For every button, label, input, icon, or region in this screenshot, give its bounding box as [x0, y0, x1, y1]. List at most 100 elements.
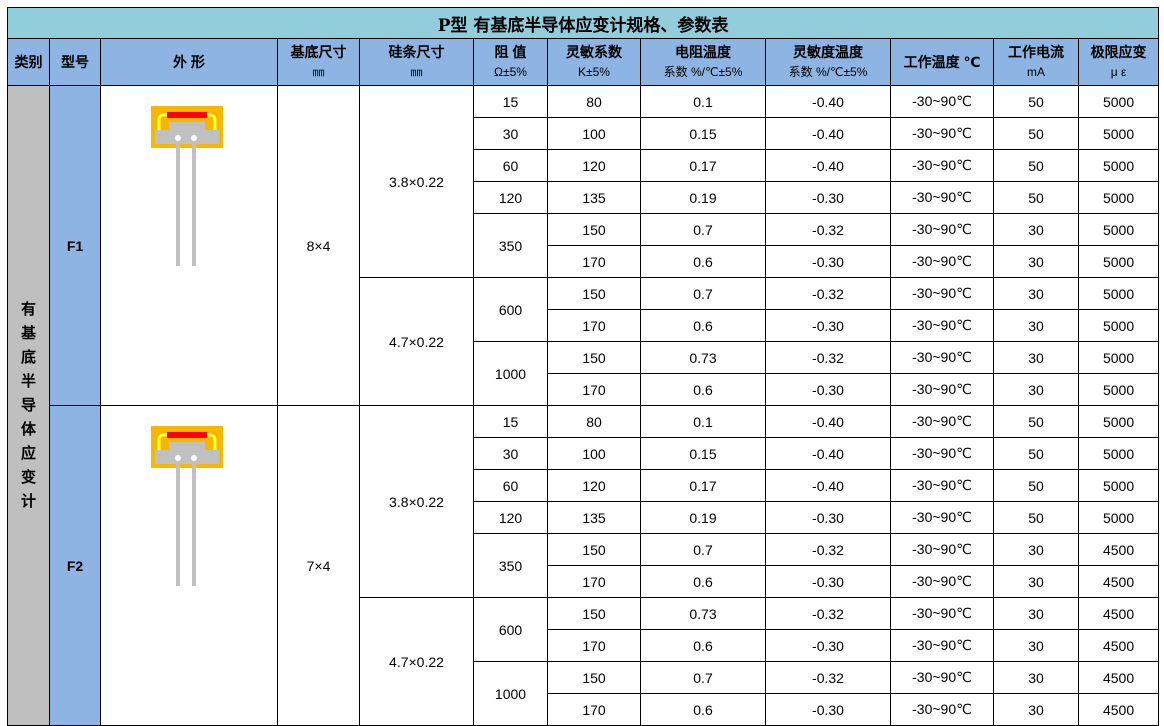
max-strain: 5000 — [1077, 437, 1160, 470]
resistance-temp-coeff: 0.6 — [640, 245, 766, 278]
working-temperature: -30~90℃ — [890, 245, 994, 278]
working-temperature: -30~90℃ — [890, 213, 994, 246]
max-strain: 5000 — [1077, 117, 1160, 150]
resistance-temp-coeff: 0.15 — [640, 117, 766, 150]
gauge-image — [100, 405, 278, 726]
working-temperature: -30~90℃ — [890, 309, 994, 342]
resistance-temp-coeff: 0.6 — [640, 629, 766, 662]
max-strain: 5000 — [1077, 469, 1160, 502]
column-header: 型号 — [49, 38, 101, 86]
header-label: 工作电流 — [1008, 44, 1064, 60]
resistance: 60 — [473, 469, 548, 502]
resistance: 120 — [473, 181, 548, 214]
max-strain: 5000 — [1077, 85, 1160, 118]
header-label: 类别 — [14, 54, 43, 70]
model-cell: F1 — [49, 85, 101, 406]
working-current: 30 — [993, 629, 1079, 662]
max-strain: 5000 — [1077, 501, 1160, 534]
header-label: 灵敏度温度 — [793, 44, 863, 60]
sensitivity-temp-coeff: -0.40 — [765, 469, 891, 502]
resistance: 350 — [473, 533, 548, 598]
header-unit: 系数 %/℃±5% — [663, 65, 743, 79]
working-current: 30 — [993, 533, 1079, 566]
max-strain: 5000 — [1077, 149, 1160, 182]
category-label: 有基底 半导体应变计 — [20, 300, 36, 510]
table-row: 350 150 0.7 -0.32 -30~90℃ 30 4500 — [8, 533, 1160, 598]
resistance: 350 — [473, 213, 548, 278]
header-unit: K±5% — [578, 65, 610, 79]
table-row: 60 120 0.17 -0.40 -30~90℃ 50 5000 — [8, 149, 1160, 182]
max-strain: 4500 — [1077, 661, 1160, 694]
gauge-factor: 150 — [547, 213, 641, 246]
header-label: 电阻温度 — [675, 44, 731, 60]
max-strain: 5000 — [1077, 341, 1160, 374]
sensitivity-temp-coeff: -0.30 — [765, 181, 891, 214]
header-label: 阻 值 — [494, 44, 527, 60]
working-temperature: -30~90℃ — [890, 373, 994, 406]
resistance-temp-coeff: 0.17 — [640, 469, 766, 502]
table-row: F2 7×4 3.8×0.22 15 80 0.1 -0.40 -30~90℃ 50 5000 — [8, 405, 1160, 726]
column-header: 极限应变 μ ε — [1077, 38, 1160, 86]
gauge-factor: 150 — [547, 661, 641, 694]
resistance-temp-coeff: 0.1 — [640, 405, 766, 438]
header-label: 硅条尺寸 — [388, 44, 445, 60]
gauge-factor: 170 — [547, 629, 641, 662]
table-row: 170 0.6 -0.30 -30~90℃ 30 4500 — [8, 629, 1160, 662]
gauge-factor: 150 — [547, 597, 641, 630]
resistance-temp-coeff: 0.19 — [640, 181, 766, 214]
working-current: 30 — [993, 597, 1079, 630]
resistance: 1000 — [473, 341, 548, 406]
working-current: 50 — [993, 85, 1079, 118]
max-strain: 4500 — [1077, 565, 1160, 598]
header-label: 灵敏系数 — [566, 44, 622, 60]
max-strain: 5000 — [1077, 213, 1160, 246]
sensitivity-temp-coeff: -0.30 — [765, 309, 891, 342]
working-current: 30 — [993, 373, 1079, 406]
max-strain: 4500 — [1077, 629, 1160, 662]
max-strain: 5000 — [1077, 309, 1160, 342]
gauge-factor: 80 — [547, 85, 641, 118]
table-row: 120 135 0.19 -0.30 -30~90℃ 50 5000 — [8, 501, 1160, 534]
resistance-temp-coeff: 0.1 — [640, 85, 766, 118]
working-temperature: -30~90℃ — [890, 181, 994, 214]
table-row: 30 100 0.15 -0.40 -30~90℃ 50 5000 — [8, 437, 1160, 470]
strip-size: 3.8×0.22 — [359, 405, 474, 598]
sensitivity-temp-coeff: -0.30 — [765, 245, 891, 278]
gauge-factor: 120 — [547, 149, 641, 182]
gauge-factor: 170 — [547, 309, 641, 342]
working-temperature: -30~90℃ — [890, 341, 994, 374]
resistance-temp-coeff: 0.6 — [640, 565, 766, 598]
resistance-temp-coeff: 0.7 — [640, 213, 766, 246]
resistance-temp-coeff: 0.15 — [640, 437, 766, 470]
gauge-factor: 150 — [547, 533, 641, 566]
working-temperature: -30~90℃ — [890, 533, 994, 566]
working-current: 30 — [993, 213, 1079, 246]
column-header: 灵敏度温度 系数 %/℃±5% — [765, 38, 891, 86]
gauge-factor: 150 — [547, 341, 641, 374]
working-current: 50 — [993, 501, 1079, 534]
column-header: 工作电流 mA — [993, 38, 1079, 86]
resistance-temp-coeff: 0.19 — [640, 501, 766, 534]
gauge-factor: 170 — [547, 565, 641, 598]
max-strain: 5000 — [1077, 277, 1160, 310]
gauge-factor: 80 — [547, 405, 641, 438]
working-temperature: -30~90℃ — [890, 117, 994, 150]
working-temperature: -30~90℃ — [890, 565, 994, 598]
table-row: 170 0.6 -0.30 -30~90℃ 30 5000 — [8, 373, 1160, 406]
table-row: 350 150 0.7 -0.32 -30~90℃ 30 5000 — [8, 213, 1160, 278]
header-unit: ㎜ — [410, 65, 423, 79]
working-temperature: -30~90℃ — [890, 597, 994, 630]
max-strain: 4500 — [1077, 597, 1160, 630]
working-current: 30 — [993, 309, 1079, 342]
sensitivity-temp-coeff: -0.30 — [765, 373, 891, 406]
header-label: 极限应变 — [1090, 44, 1147, 60]
resistance: 120 — [473, 501, 548, 534]
working-current: 30 — [993, 341, 1079, 374]
category-cell: 有基底 半导体应变计 — [7, 85, 50, 726]
gauge-factor: 100 — [547, 117, 641, 150]
gauge-factor: 170 — [547, 693, 641, 726]
working-temperature: -30~90℃ — [890, 85, 994, 118]
